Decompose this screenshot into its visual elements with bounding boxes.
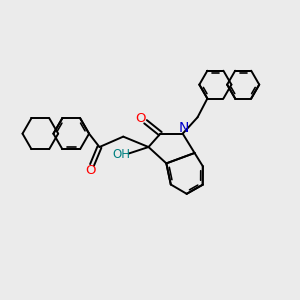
Text: O: O: [135, 112, 146, 125]
Text: N: N: [178, 121, 189, 135]
Text: O: O: [85, 164, 96, 177]
Text: OH: OH: [112, 148, 130, 161]
